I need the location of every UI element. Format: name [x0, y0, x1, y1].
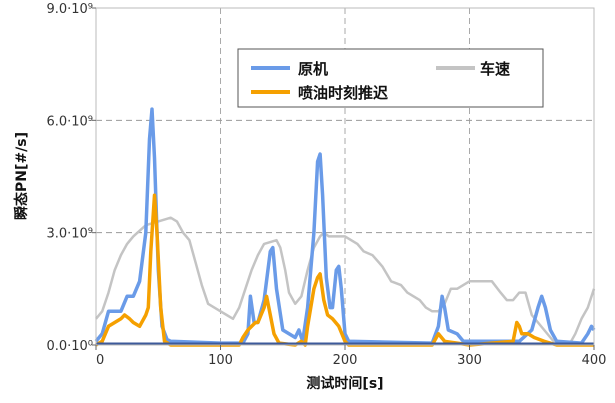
grid: [96, 8, 594, 345]
legend-box: [237, 48, 544, 108]
legend: 原机 喷油时刻推迟 车速: [237, 48, 544, 108]
series-group: [94, 107, 596, 347]
x-tick-label: 200: [333, 353, 358, 368]
x-tick-label: 300: [457, 353, 482, 368]
y-tick-label: 0.0·10⁰: [46, 339, 93, 354]
y-tick-label: 3.0·10⁹: [46, 227, 93, 242]
ticks: 0 100 200 300 400 0.0·10⁰ 3.0·10⁹ 6.0·10⁹ 9.0·10…: [46, 2, 606, 368]
x-tick-label: 100: [208, 353, 233, 368]
y-tick-label: 6.0·10⁹: [46, 114, 93, 129]
legend-label-1: 喷油时刻推迟: [298, 84, 388, 102]
series-line-2: [95, 216, 596, 347]
x-tick-label: 0: [96, 353, 104, 368]
y-tick-label: 9.0·10⁹: [46, 2, 93, 17]
legend-label-0: 原机: [298, 60, 328, 78]
legend-label-2: 车速: [480, 60, 510, 78]
x-tick-label: 400: [582, 353, 607, 368]
x-axis-label: 测试时间[s]: [306, 375, 383, 392]
y-axis-label: 瞬态PN[#/s]: [13, 132, 30, 220]
